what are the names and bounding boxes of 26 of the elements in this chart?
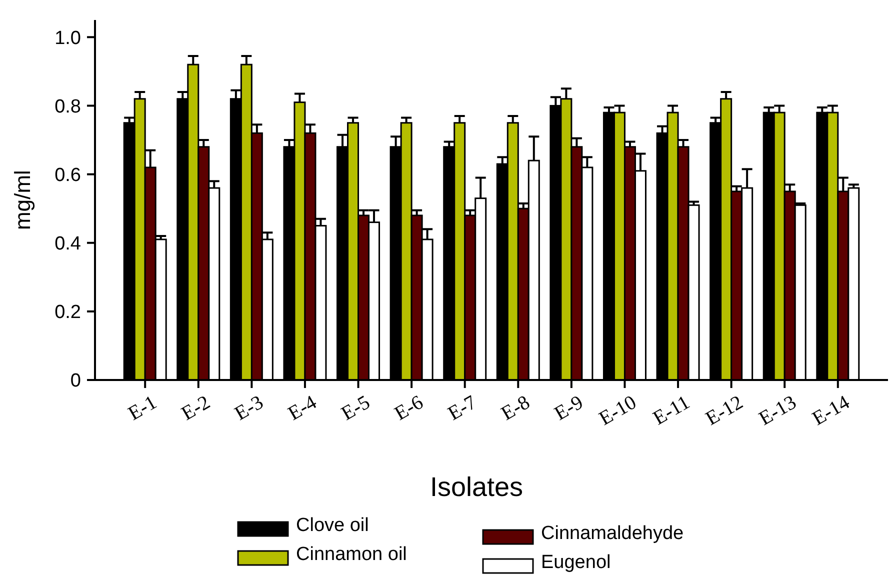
x-tick-label: E-13: [755, 391, 800, 430]
x-tick-label: E-9: [550, 391, 587, 425]
x-tick-label: E-11: [649, 391, 694, 430]
x-tick-label: E-14: [808, 391, 854, 430]
x-tick-label: E-4: [284, 391, 320, 425]
x-tick-label: E-3: [231, 391, 268, 425]
x-tick-label: E-10: [596, 391, 640, 430]
y-tick-label: 0.2: [54, 302, 81, 324]
x-tick-label: E-2: [178, 391, 214, 425]
y-tick-label: 0.4: [54, 234, 82, 255]
x-tick-label: E-1: [124, 391, 161, 425]
x-tick-label: E-5: [338, 391, 374, 425]
y-tick-label: 0.8: [54, 96, 81, 118]
y-axis-title: mg/ml: [10, 170, 35, 230]
x-axis-title: Isolates: [430, 472, 524, 502]
x-tick-label: E-12: [702, 391, 747, 430]
legend-label: Cinnamon oil: [296, 544, 407, 565]
x-tick-label: E-7: [444, 391, 480, 425]
legend-label: Clove oil: [296, 514, 369, 536]
y-tick-label: 0: [70, 370, 81, 392]
x-tick-label: E-6: [391, 391, 428, 425]
legend-label: Eugenol: [541, 552, 611, 573]
x-tick-label: E-8: [498, 391, 534, 425]
y-tick-label: 0.6: [54, 164, 81, 186]
y-tick-label: 1.0: [54, 28, 81, 49]
legend-label: Cinnamaldehyde: [541, 522, 684, 544]
